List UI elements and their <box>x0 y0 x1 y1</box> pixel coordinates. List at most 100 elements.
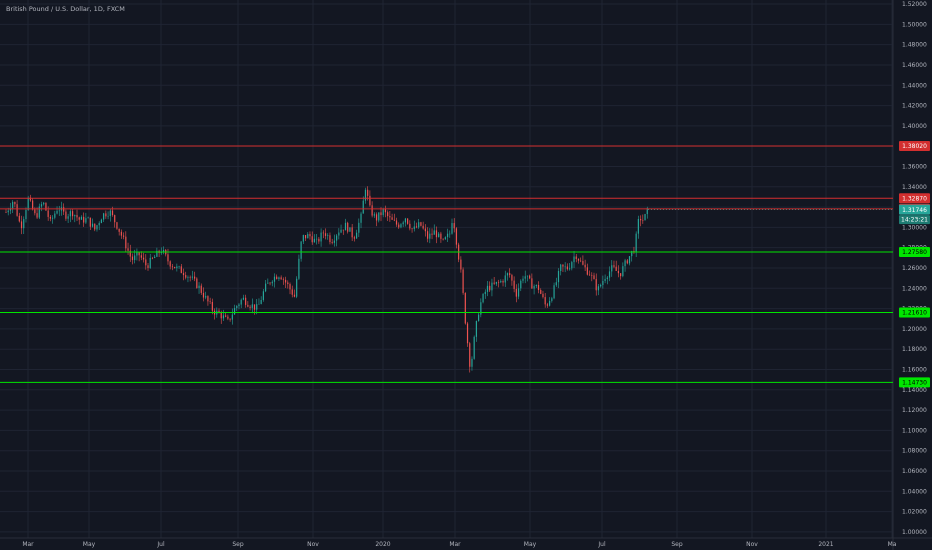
y-tick-label: 1.02000 <box>902 509 927 516</box>
x-tick-label: Mar <box>449 541 461 548</box>
candle-body <box>495 281 497 284</box>
candle-body <box>329 235 331 243</box>
candle-body <box>118 228 120 232</box>
x-tick-label: Nov <box>746 541 758 548</box>
candle-body <box>94 223 96 230</box>
y-tick-label: 1.10000 <box>902 427 927 434</box>
y-tick-label: 1.40000 <box>902 123 927 130</box>
candle-body <box>506 273 509 276</box>
countdown-label: 14:23:21 <box>901 217 928 224</box>
candle-body <box>462 269 464 293</box>
candle-body <box>154 256 156 259</box>
candle-body <box>577 258 580 261</box>
candle-body <box>415 226 418 228</box>
candle-body <box>316 238 318 240</box>
candle-body <box>438 233 440 238</box>
candle-body <box>564 266 566 268</box>
candle-body <box>54 213 56 218</box>
candle-body <box>23 219 25 229</box>
current-price-tag <box>899 204 930 215</box>
y-tick-label: 1.14000 <box>902 387 927 394</box>
candle-body <box>355 232 358 239</box>
candle-body <box>114 215 116 223</box>
x-tick-label: Mar <box>22 541 34 548</box>
candle-body <box>240 299 242 305</box>
candle-body <box>202 292 205 298</box>
candle-body <box>38 206 40 218</box>
candle-body <box>336 235 338 241</box>
candle-body <box>58 210 60 212</box>
candle-body <box>460 259 462 270</box>
candle-body <box>136 252 138 256</box>
candle-body <box>546 304 549 306</box>
candle-body <box>18 215 20 222</box>
y-tick-label: 1.18000 <box>902 346 927 353</box>
candle-body <box>162 250 165 252</box>
candle-body <box>233 308 236 315</box>
candle-body <box>602 280 604 285</box>
candle-body <box>449 233 451 235</box>
candle-body <box>32 200 34 210</box>
candle-body <box>375 214 378 221</box>
candle-body <box>169 261 171 267</box>
candle-body <box>626 260 628 264</box>
candle-body <box>371 205 373 216</box>
candle-body <box>380 212 382 216</box>
candle-body <box>646 208 648 215</box>
candle-body <box>293 294 296 297</box>
candle-body <box>318 238 320 242</box>
candle-body <box>440 233 442 239</box>
level-price-tag <box>899 307 930 318</box>
y-tick-label: 1.06000 <box>902 468 927 475</box>
candle-body <box>14 201 16 205</box>
candle-body <box>593 275 595 280</box>
candle-body <box>149 257 151 268</box>
level-price-tag <box>899 246 930 257</box>
candle-body <box>606 277 608 280</box>
candle-body <box>129 250 131 257</box>
candle-body <box>637 218 639 234</box>
candle-body <box>475 320 478 337</box>
candle-body <box>393 219 395 221</box>
level-price-tag <box>899 140 930 151</box>
candle-body <box>251 304 253 308</box>
x-tick-label: May <box>524 541 537 548</box>
y-tick-label: 1.04000 <box>902 488 927 495</box>
candle-body <box>402 222 404 225</box>
candle-body <box>300 241 302 259</box>
candle-body <box>187 276 189 278</box>
candle-body <box>537 284 540 290</box>
candle-body <box>628 256 631 264</box>
x-tick-label: 2020 <box>375 541 390 548</box>
candle-body <box>253 304 256 310</box>
candle-body <box>103 213 105 220</box>
x-tick-label: Sep <box>232 541 244 548</box>
candle-body <box>131 256 134 261</box>
candle-body <box>107 215 109 217</box>
candle-body <box>560 264 562 272</box>
candle-body <box>533 286 535 289</box>
candle-body <box>409 223 411 229</box>
level-price-label: 1.14730 <box>902 380 927 387</box>
candle-body <box>247 304 249 307</box>
candle-body <box>156 250 158 257</box>
candle-body <box>522 278 524 281</box>
candle-body <box>340 229 342 233</box>
level-price-label: 1.32870 <box>902 195 927 202</box>
candle-body <box>413 226 415 230</box>
y-tick-label: 1.36000 <box>902 163 927 170</box>
candle-body <box>242 297 245 300</box>
candle-body <box>174 266 176 269</box>
candle-body <box>229 318 231 320</box>
candle-body <box>27 197 29 211</box>
candle-body <box>373 214 375 216</box>
candle-body <box>497 281 500 283</box>
candle-body <box>517 288 520 297</box>
candle-body <box>12 201 14 209</box>
candle-body <box>389 216 391 218</box>
candle-body <box>256 304 258 310</box>
candle-body <box>453 223 455 229</box>
candle-body <box>644 214 646 221</box>
candle-body <box>105 213 107 217</box>
